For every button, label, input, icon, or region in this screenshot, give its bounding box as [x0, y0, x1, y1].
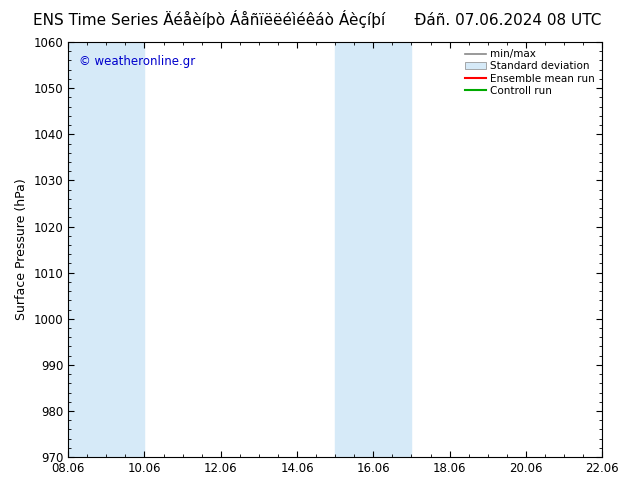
Bar [602, 42, 634, 457]
Legend: min/max, Standard deviation, Ensemble mean run, Controll run: min/max, Standard deviation, Ensemble me… [463, 47, 597, 98]
Bar [68, 42, 107, 457]
Bar [107, 42, 145, 457]
Bar [335, 42, 373, 457]
Bar [373, 42, 411, 457]
Text: © weatheronline.gr: © weatheronline.gr [79, 54, 195, 68]
Y-axis label: Surface Pressure (hPa): Surface Pressure (hPa) [15, 179, 28, 320]
Text: ENS Time Series Äéåèíþò Áåñïëëéìéêáò Áèçíþí      Ðáñ. 07.06.2024 08 UTC: ENS Time Series Äéåèíþò Áåñïëëéìéêáò Áèç… [33, 10, 601, 28]
